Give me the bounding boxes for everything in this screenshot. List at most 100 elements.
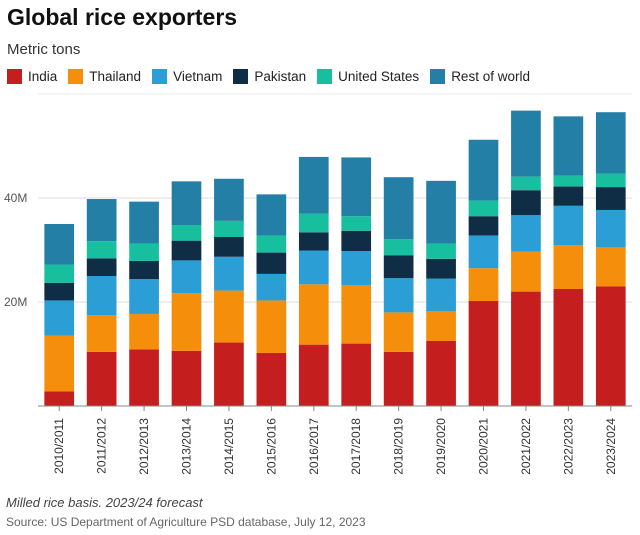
bar-segment-pakistan (341, 230, 372, 252)
bar-segment-india (256, 352, 287, 406)
bar-segment-rest-of-world (256, 194, 287, 236)
x-tick-label: 2018/2019 (392, 418, 406, 475)
bar-segment-vietnam (468, 235, 499, 269)
bar-segment-rest-of-world (383, 177, 414, 240)
bar-segment-vietnam (86, 276, 117, 315)
legend-label-rest-of-world: Rest of world (451, 69, 530, 84)
y-tick-label: 20M (4, 295, 27, 309)
legend-item-united-states: United States (317, 69, 419, 84)
y-tick-label: 40M (4, 191, 27, 205)
bar-segment-thailand (426, 311, 456, 341)
chart-caption: Milled rice basis. 2023/24 forecast (6, 495, 203, 510)
x-tick-label: 2011/2012 (95, 418, 109, 474)
bar-segment-india (468, 300, 499, 406)
bar-segment-united-states (171, 225, 202, 241)
bar-segment-thailand (468, 268, 499, 301)
bar-segment-vietnam (214, 256, 244, 291)
bar-segment-rest-of-world (86, 199, 117, 242)
bar-segment-united-states (86, 241, 117, 259)
bar-segment-pakistan (86, 258, 117, 276)
x-tick-label: 2010/2011 (52, 418, 66, 474)
x-tick-label: 2022/2023 (561, 418, 575, 475)
bar-segment-rest-of-world (298, 156, 329, 214)
bar-segment-pakistan (44, 282, 75, 301)
bar-segment-united-states (595, 173, 626, 188)
chart-source: Source: US Department of Agriculture PSD… (6, 515, 366, 529)
legend-swatch-rest-of-world (430, 69, 446, 84)
bar-segment-india (129, 349, 159, 406)
bar-segment-thailand (298, 284, 329, 345)
bar-segment-pakistan (256, 252, 287, 274)
bar-segment-india (171, 350, 202, 406)
bar-segment-rest-of-world (214, 178, 244, 221)
x-tick-label: 2021/2022 (519, 418, 533, 475)
bar-segment-united-states (256, 235, 287, 253)
bar-segment-thailand (256, 300, 287, 353)
legend-swatch-united-states (317, 69, 333, 84)
bar-segment-rest-of-world (595, 112, 626, 174)
bar-segment-rest-of-world (171, 181, 202, 226)
bar-segment-vietnam (595, 209, 626, 248)
bar-segment-vietnam (553, 205, 584, 246)
bar-segment-india (214, 342, 244, 406)
bar-segment-united-states (214, 220, 244, 237)
legend-item-thailand: Thailand (68, 69, 141, 84)
bar-segment-thailand (171, 293, 202, 351)
bar-segment-vietnam (44, 300, 75, 336)
legend-item-pakistan: Pakistan (233, 69, 306, 84)
bar-segment-pakistan (553, 186, 584, 206)
bar-segment-vietnam (426, 278, 456, 312)
bar-segment-united-states (511, 176, 541, 191)
bar-segment-pakistan (511, 190, 541, 216)
bar-segment-united-states (341, 216, 372, 231)
bar-segment-vietnam (298, 250, 329, 285)
x-tick-label: 2016/2017 (307, 418, 321, 475)
bar-segment-united-states (553, 175, 584, 187)
bar-segment-thailand (553, 245, 584, 289)
bar-segment-pakistan (426, 258, 456, 279)
bar-segment-india (341, 343, 372, 406)
bar-segment-india (511, 291, 541, 406)
chart-legend: India Thailand Vietnam Pakistan United S… (7, 69, 541, 84)
bar-segment-rest-of-world (341, 157, 372, 217)
bar-segment-india (383, 351, 414, 406)
bar-segment-vietnam (383, 278, 414, 313)
bar-segment-pakistan (129, 260, 159, 280)
x-tick-label: 2015/2016 (264, 418, 278, 475)
bar-segment-united-states (383, 239, 414, 256)
legend-label-pakistan: Pakistan (254, 69, 307, 84)
legend-swatch-vietnam (152, 69, 168, 84)
chart-subtitle: Metric tons (7, 41, 81, 58)
bar-segment-rest-of-world (553, 116, 584, 176)
bar-segment-pakistan (214, 237, 244, 257)
bar-segment-india (298, 344, 329, 406)
legend-swatch-thailand (68, 69, 84, 84)
bar-segment-vietnam (511, 215, 541, 252)
bar-segment-pakistan (171, 240, 202, 261)
bar-segment-india (595, 286, 626, 406)
bar-segment-united-states (298, 213, 329, 233)
bar-segment-thailand (214, 290, 244, 343)
bar-segment-rest-of-world (426, 180, 456, 244)
bar-segment-rest-of-world (44, 224, 75, 265)
bar-segment-india (86, 351, 117, 406)
bar-segment-vietnam (341, 251, 372, 286)
bar-segment-thailand (86, 315, 117, 352)
legend-item-rest-of-world: Rest of world (430, 69, 530, 84)
bar-segment-vietnam (129, 279, 159, 314)
x-tick-label: 2020/2021 (477, 418, 491, 475)
bar-segment-pakistan (595, 187, 626, 210)
x-tick-label: 2013/2014 (180, 418, 194, 475)
legend-item-india: India (7, 69, 57, 84)
x-tick-label: 2017/2018 (349, 418, 363, 475)
bar-segment-rest-of-world (511, 110, 541, 177)
x-tick-label: 2019/2020 (434, 418, 448, 475)
bar-segment-india (553, 289, 584, 406)
legend-label-vietnam: Vietnam (173, 69, 223, 84)
bar-segment-thailand (383, 312, 414, 352)
x-tick-label: 2014/2015 (222, 418, 236, 475)
bar-segment-pakistan (468, 216, 499, 236)
bar-segment-thailand (129, 313, 159, 350)
legend-label-thailand: Thailand (89, 69, 142, 84)
